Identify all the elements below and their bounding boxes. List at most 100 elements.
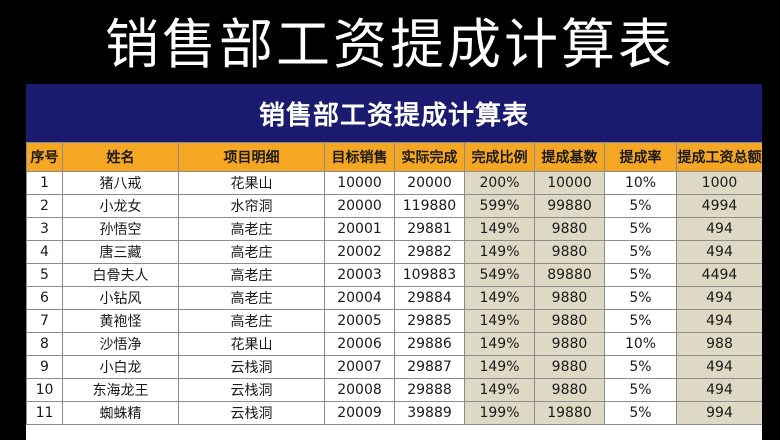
table-cell[interactable]: 高老庄	[178, 217, 325, 241]
table-cell[interactable]: 29885	[394, 309, 465, 333]
table-cell[interactable]: 9	[26, 355, 63, 379]
table-cell[interactable]: 494	[676, 355, 762, 379]
table-cell[interactable]: 4494	[676, 263, 762, 287]
table-cell[interactable]: 9880	[534, 240, 605, 264]
table-cell[interactable]: 10%	[604, 171, 677, 195]
column-header[interactable]: 完成比例	[464, 142, 535, 172]
table-cell[interactable]: 东海龙王	[62, 378, 179, 402]
table-cell[interactable]: 7	[26, 309, 63, 333]
table-cell[interactable]: 29884	[394, 286, 465, 310]
table-cell[interactable]: 994	[676, 401, 762, 425]
table-cell[interactable]: 9880	[534, 355, 605, 379]
table-cell[interactable]: 200%	[464, 171, 535, 195]
table-cell[interactable]: 3	[26, 217, 63, 241]
table-cell[interactable]: 99880	[534, 194, 605, 218]
table-cell[interactable]: 1	[26, 171, 63, 195]
table-cell[interactable]: 9880	[534, 217, 605, 241]
table-cell[interactable]: 149%	[464, 240, 535, 264]
table-cell[interactable]: 白骨夫人	[62, 263, 179, 287]
table-cell[interactable]: 494	[676, 217, 762, 241]
table-cell[interactable]: 小钻风	[62, 286, 179, 310]
table-cell[interactable]: 唐三藏	[62, 240, 179, 264]
table-cell[interactable]: 水帘洞	[178, 194, 325, 218]
table-cell[interactable]: 2	[26, 194, 63, 218]
table-cell[interactable]: 29887	[394, 355, 465, 379]
table-cell[interactable]: 199%	[464, 401, 535, 425]
table-cell[interactable]: 云栈洞	[178, 355, 325, 379]
table-cell[interactable]: 5%	[604, 309, 677, 333]
table-cell[interactable]: 149%	[464, 332, 535, 356]
table-cell[interactable]: 494	[676, 240, 762, 264]
table-cell[interactable]: 149%	[464, 217, 535, 241]
table-cell[interactable]: 119880	[394, 194, 465, 218]
table-cell[interactable]: 149%	[464, 309, 535, 333]
table-cell[interactable]: 20004	[324, 286, 395, 310]
column-header[interactable]: 目标销售	[324, 142, 395, 172]
table-cell[interactable]: 19880	[534, 401, 605, 425]
table-cell[interactable]: 9880	[534, 309, 605, 333]
table-cell[interactable]: 149%	[464, 286, 535, 310]
table-cell[interactable]: 花果山	[178, 332, 325, 356]
column-header[interactable]: 项目明细	[178, 142, 325, 172]
table-cell[interactable]: 孙悟空	[62, 217, 179, 241]
table-cell[interactable]: 89880	[534, 263, 605, 287]
table-cell[interactable]: 494	[676, 309, 762, 333]
table-cell[interactable]: 高老庄	[178, 286, 325, 310]
table-cell[interactable]: 29881	[394, 217, 465, 241]
table-cell[interactable]: 10%	[604, 332, 677, 356]
column-header[interactable]: 提成工资总额	[676, 142, 762, 172]
table-cell[interactable]: 549%	[464, 263, 535, 287]
table-cell[interactable]: 5%	[604, 286, 677, 310]
table-cell[interactable]: 4994	[676, 194, 762, 218]
table-cell[interactable]: 5%	[604, 401, 677, 425]
table-cell[interactable]: 5%	[604, 378, 677, 402]
table-cell[interactable]: 4	[26, 240, 63, 264]
table-cell[interactable]: 6	[26, 286, 63, 310]
table-cell[interactable]: 5%	[604, 355, 677, 379]
table-cell[interactable]: 小龙女	[62, 194, 179, 218]
table-cell[interactable]: 9880	[534, 332, 605, 356]
table-cell[interactable]: 20001	[324, 217, 395, 241]
table-cell[interactable]: 猪八戒	[62, 171, 179, 195]
column-header[interactable]: 提成基数	[534, 142, 605, 172]
table-cell[interactable]: 20000	[394, 171, 465, 195]
table-cell[interactable]: 5%	[604, 194, 677, 218]
table-cell[interactable]: 高老庄	[178, 240, 325, 264]
table-cell[interactable]: 29882	[394, 240, 465, 264]
column-header[interactable]: 序号	[26, 142, 63, 172]
table-cell[interactable]: 20008	[324, 378, 395, 402]
table-cell[interactable]: 11	[26, 401, 63, 425]
table-cell[interactable]: 494	[676, 378, 762, 402]
table-cell[interactable]: 20003	[324, 263, 395, 287]
table-cell[interactable]: 20006	[324, 332, 395, 356]
table-cell[interactable]: 云栈洞	[178, 401, 325, 425]
table-cell[interactable]: 小白龙	[62, 355, 179, 379]
table-cell[interactable]: 20002	[324, 240, 395, 264]
column-header[interactable]: 实际完成	[394, 142, 465, 172]
table-cell[interactable]: 109883	[394, 263, 465, 287]
table-cell[interactable]: 20005	[324, 309, 395, 333]
table-cell[interactable]: 蜘蛛精	[62, 401, 179, 425]
table-cell[interactable]: 1000	[676, 171, 762, 195]
table-cell[interactable]: 149%	[464, 378, 535, 402]
table-cell[interactable]: 8	[26, 332, 63, 356]
table-cell[interactable]: 39889	[394, 401, 465, 425]
column-header[interactable]: 姓名	[62, 142, 179, 172]
table-cell[interactable]: 5%	[604, 240, 677, 264]
table-cell[interactable]: 599%	[464, 194, 535, 218]
table-cell[interactable]: 云栈洞	[178, 378, 325, 402]
table-cell[interactable]: 29886	[394, 332, 465, 356]
table-cell[interactable]: 9880	[534, 286, 605, 310]
table-cell[interactable]: 10000	[324, 171, 395, 195]
table-cell[interactable]: 高老庄	[178, 309, 325, 333]
table-cell[interactable]: 沙悟净	[62, 332, 179, 356]
table-cell[interactable]: 9880	[534, 378, 605, 402]
table-cell[interactable]: 149%	[464, 355, 535, 379]
table-cell[interactable]: 20009	[324, 401, 395, 425]
table-cell[interactable]: 20007	[324, 355, 395, 379]
column-header[interactable]: 提成率	[604, 142, 677, 172]
table-cell[interactable]: 高老庄	[178, 263, 325, 287]
table-cell[interactable]: 花果山	[178, 171, 325, 195]
table-cell[interactable]: 494	[676, 286, 762, 310]
table-cell[interactable]: 5%	[604, 217, 677, 241]
